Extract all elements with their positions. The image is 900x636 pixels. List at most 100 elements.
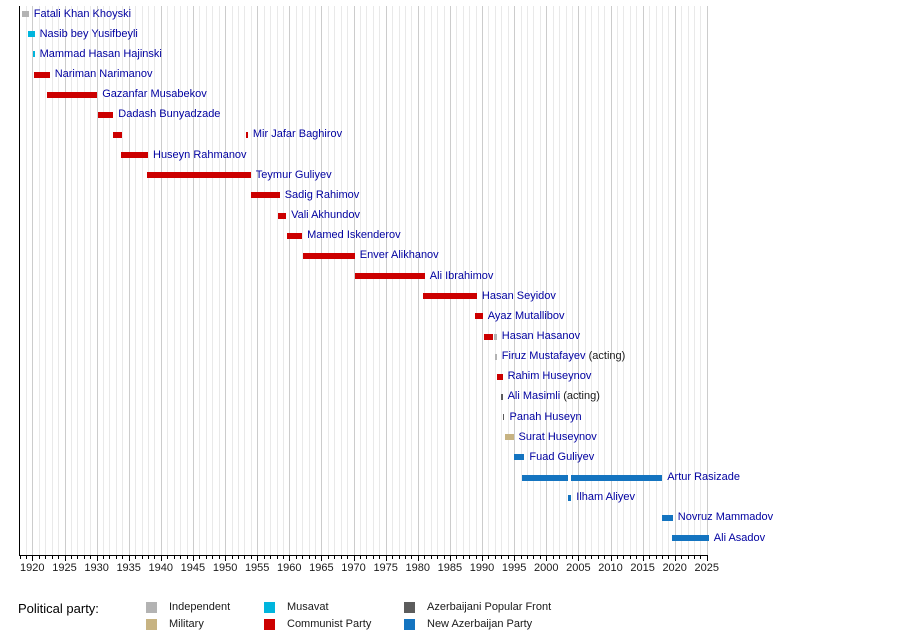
axis-minor-tick: [616, 556, 618, 559]
gridline: [282, 6, 284, 555]
axis-major-tick: [578, 556, 580, 561]
person-name: Ayaz Mutallibov: [487, 309, 565, 322]
person-name: Hasan Hasanov: [501, 330, 581, 342]
term-bar: [497, 373, 503, 380]
axis-minor-tick: [135, 556, 137, 559]
axis-minor-tick: [103, 556, 104, 559]
term-bar: [302, 252, 355, 259]
gridline: [250, 6, 252, 555]
legend-title: Political party:: [18, 601, 99, 616]
gridline: [212, 6, 214, 555]
axis-major-tick: [225, 556, 227, 561]
person-label: Teymur Guliyev: [256, 168, 332, 183]
gridline: [218, 6, 220, 555]
legend-item: Military: [146, 618, 204, 630]
gridline: [649, 6, 650, 555]
term-bar: [354, 273, 425, 279]
person-label: Artur Rasizade: [667, 470, 740, 485]
axis-minor-tick: [141, 556, 143, 559]
y-axis-line: [19, 6, 20, 555]
axis-minor-tick: [154, 556, 156, 559]
gridline: [192, 6, 194, 555]
gridline: [552, 6, 554, 555]
term-bar: [494, 353, 497, 360]
axis-major-tick: [32, 556, 34, 561]
gridline: [32, 6, 34, 555]
axis-major-tick: [417, 556, 419, 561]
gridline: [469, 6, 471, 555]
gridline: [578, 6, 580, 555]
axis-major-tick: [353, 556, 355, 561]
axis-minor-tick: [360, 556, 361, 559]
gridline: [148, 6, 149, 555]
person-label: Ilham Aliyev: [576, 490, 635, 505]
axis-minor-tick: [90, 556, 92, 559]
axis-minor-tick: [475, 556, 477, 559]
legend-swatch: [146, 601, 157, 613]
axis-minor-tick: [469, 556, 471, 559]
person-name: Ilham Aliyev: [576, 491, 635, 504]
axis-minor-tick: [205, 556, 207, 559]
term-bar: [245, 131, 248, 138]
person-label: Rahim Huseynov: [508, 369, 592, 384]
legend-item-label: New Azerbaijan Party: [427, 618, 533, 630]
gridline: [482, 6, 483, 555]
axis-minor-tick: [199, 556, 201, 559]
axis-minor-tick: [347, 556, 349, 559]
axis-minor-tick: [244, 556, 246, 559]
axis-minor-tick: [565, 556, 567, 559]
gridline: [302, 6, 304, 555]
gridline: [661, 6, 663, 555]
gridline: [38, 6, 40, 555]
term-bar: [34, 71, 50, 78]
person-name: Hasan Seyidov: [481, 289, 556, 302]
acting-suffix: (acting): [585, 350, 626, 363]
gridline: [173, 6, 175, 555]
gridline: [360, 6, 361, 555]
axis-minor-tick: [218, 556, 220, 559]
person-label: Panah Huseyn: [510, 410, 582, 425]
person-name: Fatali Khan Khoyski: [33, 7, 132, 20]
axis-minor-tick: [533, 556, 535, 559]
person-label: Huseyn Rahmanov: [153, 148, 247, 163]
gridline: [231, 6, 233, 555]
term-bar: [493, 333, 497, 340]
axis-tick-label: 1965: [309, 562, 334, 574]
axis-minor-tick: [462, 556, 464, 559]
axis-tick-label: 2015: [630, 562, 655, 574]
axis-minor-tick: [559, 556, 561, 559]
person-label: Novruz Mammadov: [678, 510, 773, 525]
axis-major-tick: [257, 556, 259, 561]
term-bar: [22, 11, 29, 17]
axis-major-tick: [546, 556, 548, 561]
axis-minor-tick: [282, 556, 284, 559]
person-name: Mir Jafar Baghirov: [252, 128, 343, 141]
legend-swatch: [146, 618, 157, 630]
person-name: Teymur Guliyev: [255, 168, 332, 181]
term-bar: [33, 51, 35, 58]
person-label: Mir Jafar Baghirov: [253, 127, 342, 142]
gridline: [83, 6, 85, 555]
axis-minor-tick: [649, 556, 650, 559]
gridline: [51, 6, 53, 555]
gridline: [604, 6, 606, 555]
axis-major-tick: [642, 556, 644, 561]
gridline: [539, 6, 541, 555]
gridline: [257, 6, 259, 555]
person-name: Ali Ibrahimov: [429, 269, 494, 282]
gridline: [70, 6, 72, 555]
gridline: [270, 6, 271, 555]
person-label: Gazanfar Musabekov: [102, 87, 207, 102]
gridline: [392, 6, 394, 555]
legend-item-label: Independent: [169, 601, 231, 613]
axis-tick-label: 1955: [244, 562, 270, 574]
person-label: Hasan Seyidov: [482, 289, 556, 304]
gridline: [347, 6, 349, 555]
axis-major-tick: [610, 556, 612, 561]
axis-minor-tick: [237, 556, 239, 559]
axis-minor-tick: [411, 556, 413, 559]
axis-tick-label: 2025: [694, 562, 720, 574]
gridline: [289, 6, 291, 555]
axis-tick-label: 1945: [180, 562, 206, 574]
